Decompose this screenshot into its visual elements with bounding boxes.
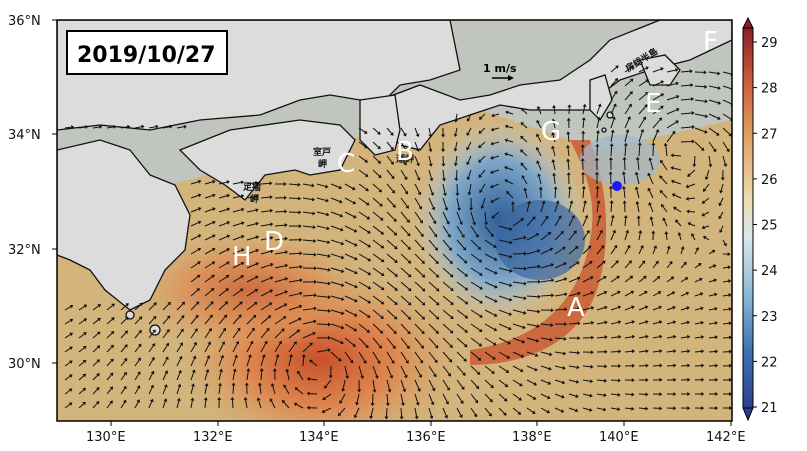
point-A: A: [567, 293, 585, 323]
lon-tick-142: 142°E: [706, 430, 746, 445]
colorbar-bottom-arrow: [743, 408, 753, 420]
lon-tick-138: 138°E: [512, 430, 552, 445]
velocity-arrow: [456, 170, 457, 178]
velocity-arrow: [723, 323, 729, 324]
velocity-arrow: [513, 268, 524, 269]
plot-area: 足摺 岬 室戸 岬 潮岬 房総半島 A B C D E F G H 1 m/s …: [57, 20, 734, 447]
point-B: B: [396, 137, 414, 167]
colorbar-tick-label: 28: [761, 82, 778, 97]
velocity-arrow: [611, 203, 612, 212]
lon-tick-132: 132°E: [193, 430, 233, 445]
velocity-arrow: [261, 183, 270, 184]
date-label: 2019/10/27: [77, 43, 216, 68]
colorbar-top-arrow: [743, 18, 753, 28]
velocity-arrow: [569, 323, 578, 324]
colorbar-tick-label: 23: [761, 310, 778, 325]
lon-tick-140: 140°E: [599, 430, 639, 445]
label-muroto-2: 岬: [318, 158, 327, 170]
lat-tick-36: 36°N: [8, 14, 41, 29]
label-muroto: 室戸: [313, 146, 331, 158]
lon-tick-136: 136°E: [406, 430, 446, 445]
colorbar-tick-label: 27: [761, 127, 778, 142]
velocity-arrow: [625, 351, 632, 352]
point-G: G: [541, 117, 561, 147]
label-ashizuri-2: 岬: [250, 193, 259, 205]
velocity-arrow: [639, 408, 645, 409]
velocity-arrow: [674, 155, 681, 156]
cool-patch-east: [580, 135, 660, 185]
label-ashizuri: 足摺: [243, 181, 261, 193]
velocity-arrow: [611, 146, 612, 156]
velocity-arrow: [723, 337, 729, 338]
velocity-arrow: [232, 400, 233, 408]
velocity-arrow: [695, 351, 701, 352]
lon-axis: 130°E 132°E 134°E 136°E 138°E 140°E 142°…: [86, 421, 746, 445]
colorbar-tick-label: 25: [761, 219, 778, 234]
lat-tick-34: 34°N: [8, 128, 41, 143]
lat-tick-32: 32°N: [8, 243, 41, 258]
cold-eddy-core: [495, 200, 585, 280]
lon-tick-130: 130°E: [86, 430, 126, 445]
velocity-arrow: [541, 295, 551, 296]
colorbar-tick-label: 29: [761, 36, 778, 51]
island: [607, 112, 613, 118]
velocity-arrow: [555, 309, 564, 310]
colorbar: 29 28 27 26 25 24 23 22 21: [743, 18, 778, 420]
point-D: D: [264, 227, 284, 257]
point-F: F: [703, 27, 718, 57]
point-C: C: [337, 149, 355, 179]
velocity-arrow: [289, 198, 298, 199]
colorbar-gradient: [743, 28, 753, 408]
lat-axis: 36°N 34°N 32°N 30°N: [8, 14, 57, 372]
colorbar-tick-label: 22: [761, 355, 778, 370]
velocity-arrow: [401, 408, 402, 417]
colorbar-tick-label: 26: [761, 173, 778, 188]
velocity-arrow: [666, 234, 667, 240]
colorbar-tick-label: 21: [761, 401, 778, 416]
velocity-arrow: [261, 371, 262, 380]
velocity-arrow: [289, 184, 298, 185]
velocity-arrow: [681, 141, 692, 142]
colorbar-tick-label: 24: [761, 264, 778, 279]
velocity-arrow: [527, 296, 538, 297]
velocity-arrow: [723, 267, 728, 268]
velocity-arrow: [611, 351, 618, 352]
station-marker: [612, 181, 622, 191]
velocity-arrow: [289, 253, 299, 254]
velocity-arrow: [555, 189, 556, 198]
lat-tick-30: 30°N: [8, 357, 41, 372]
scale-label: 1 m/s: [483, 62, 517, 75]
velocity-arrow: [303, 254, 314, 255]
velocity-arrow: [233, 386, 234, 394]
velocity-arrow: [709, 351, 715, 352]
point-H: H: [232, 242, 252, 272]
lon-tick-134: 134°E: [299, 430, 339, 445]
velocity-arrow: [386, 408, 387, 417]
island: [602, 128, 606, 132]
velocity-arrow: [689, 211, 695, 212]
velocity-arrow: [625, 394, 632, 395]
point-E: E: [645, 89, 661, 119]
velocity-arrow: [694, 156, 695, 164]
